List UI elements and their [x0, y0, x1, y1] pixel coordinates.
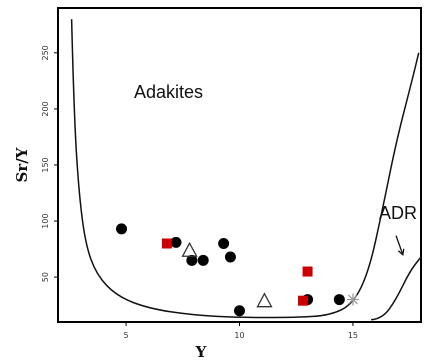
x-axis-title: Y: [195, 343, 207, 361]
data-point-layer: [116, 223, 359, 317]
black-circle-point: [186, 254, 198, 266]
y-axis-title: Sr/Y: [13, 147, 31, 182]
y-tick-label: 50: [41, 272, 50, 282]
black-circle-point: [197, 254, 209, 266]
black-circle-point: [224, 251, 236, 263]
black-circle-point: [170, 236, 182, 248]
black-circle-point: [116, 223, 128, 235]
red-square-point: [302, 266, 313, 277]
star-point: [346, 293, 359, 306]
adr-arrow-shaft: [395, 235, 404, 255]
plot-frame: [57, 7, 422, 323]
star-point-arm: [348, 294, 358, 305]
adakite-field-boundary: [70, 19, 420, 319]
axis-tick-layer: 5 10 15 50 100 150 200 250: [41, 45, 358, 340]
y-tick-label: 200: [41, 101, 50, 116]
x-tick-label: 15: [348, 331, 358, 340]
y-tick-label: 250: [41, 45, 50, 60]
y-tick-label: 100: [41, 213, 50, 228]
adakites-region-label: Adakites: [134, 82, 203, 102]
adr-region-label: ADR: [379, 203, 417, 223]
red-square-point: [161, 238, 172, 249]
x-tick-label: 5: [124, 331, 129, 340]
x-tick-label: 10: [234, 331, 244, 340]
red-square-point: [298, 295, 309, 306]
black-circle-point: [218, 238, 230, 249]
black-circle-point: [333, 294, 345, 306]
y-tick-label: 150: [41, 157, 50, 172]
field-boundary-layer: [70, 19, 422, 321]
adr-field-boundary: [370, 256, 422, 321]
adr-arrow-head: [397, 248, 405, 256]
annotation-layer: [395, 235, 405, 256]
open-triangle-point: [181, 241, 198, 257]
open-triangle-point: [256, 292, 273, 308]
black-circle-point: [234, 305, 245, 317]
